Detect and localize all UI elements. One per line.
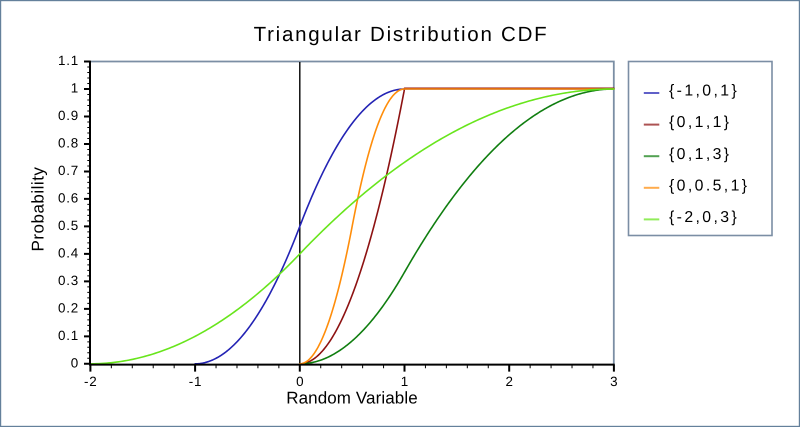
svg-text:{0,0.5,1}: {0,0.5,1} (669, 177, 749, 194)
svg-text:0.6: 0.6 (58, 191, 79, 206)
svg-text:Random Variable: Random Variable (286, 388, 418, 407)
svg-text:2: 2 (505, 374, 513, 389)
svg-text:-1: -1 (189, 374, 203, 389)
svg-text:0.5: 0.5 (58, 218, 79, 233)
svg-text:0.8: 0.8 (58, 136, 79, 151)
svg-text:0.4: 0.4 (58, 245, 79, 260)
svg-text:0.9: 0.9 (58, 108, 79, 123)
svg-text:1.1: 1.1 (58, 53, 79, 68)
svg-text:0: 0 (71, 355, 79, 370)
svg-text:{0,1,1}: {0,1,1} (669, 114, 732, 131)
svg-text:3: 3 (610, 374, 618, 389)
svg-text:0.3: 0.3 (58, 273, 79, 288)
svg-text:0.7: 0.7 (58, 163, 79, 178)
svg-text:{0,1,3}: {0,1,3} (669, 146, 732, 163)
svg-text:Probability: Probability (29, 167, 48, 252)
svg-text:Triangular Distribution CDF: Triangular Distribution CDF (254, 23, 549, 46)
svg-text:0: 0 (296, 374, 304, 389)
svg-text:1: 1 (71, 81, 79, 96)
svg-text:{-1,0,1}: {-1,0,1} (669, 83, 739, 100)
svg-text:1: 1 (401, 374, 409, 389)
svg-text:0.1: 0.1 (58, 328, 79, 343)
svg-text:0.2: 0.2 (58, 300, 79, 315)
svg-text:-2: -2 (84, 374, 98, 389)
svg-text:{-2,0,3}: {-2,0,3} (669, 209, 739, 226)
